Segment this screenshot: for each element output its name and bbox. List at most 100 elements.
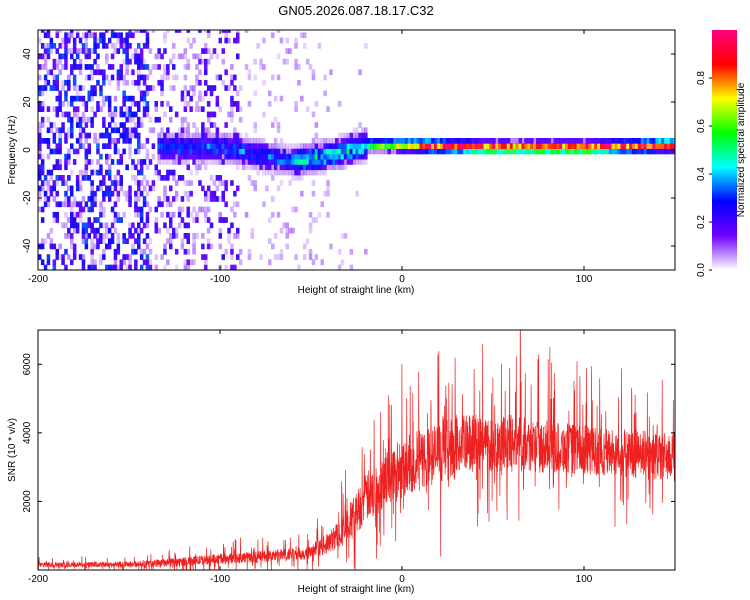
spectrogram-cell: [294, 206, 298, 213]
spectrogram-cell: [55, 143, 59, 149]
spectrogram-cell: [460, 138, 464, 144]
spectrogram-cell: [553, 148, 557, 155]
spectrogram-cell: [177, 132, 182, 139]
spectrogram-cell: [355, 190, 359, 197]
spectrogram-cell: [204, 196, 208, 202]
spectrogram-cell: [78, 217, 83, 223]
spectrogram-cell: [119, 64, 123, 70]
spectrogram-cell: [116, 79, 121, 86]
spectrogram-cell: [113, 227, 118, 234]
spectrogram-cell: [323, 164, 327, 171]
spectrogram-cell: [337, 264, 342, 270]
spectrogram-cell: [323, 148, 327, 155]
spectrogram-cell: [38, 169, 42, 176]
spectrogram-cell: [145, 148, 150, 155]
spectrogram-cell: [253, 127, 257, 134]
spectrogram-cell: [93, 264, 97, 270]
spectrogram-cell: [364, 127, 368, 134]
spectrogram-cell: [102, 222, 106, 229]
spectrogram-cell: [209, 132, 214, 139]
spectrogram-cell: [605, 138, 610, 144]
spectrogram-cell: [186, 101, 190, 107]
spectrogram-cell: [509, 148, 514, 155]
spectrogram-cell: [215, 175, 220, 181]
spectrogram-cell: [329, 143, 333, 149]
spectrogram-cell: [134, 248, 138, 255]
spectrogram-cell: [364, 132, 368, 139]
spectrogram-cell: [387, 148, 391, 155]
spectrogram-cell: [279, 180, 284, 186]
spectrogram-cell: [172, 159, 176, 165]
spectrogram-cell: [276, 127, 281, 134]
spectrogram-cell: [384, 143, 388, 149]
spectrogram-cell: [78, 138, 83, 144]
spectrogram-cell: [72, 159, 77, 165]
spectrogram-cell: [142, 58, 147, 65]
spectrogram-cell: [294, 254, 298, 260]
spectrogram-cell: [61, 201, 65, 208]
spectrogram-cell: [436, 143, 441, 149]
spectrogram-cell: [55, 74, 59, 81]
spectrogram-cell: [105, 159, 109, 165]
spectrogram-cell: [78, 143, 83, 149]
spectrogram-cell: [142, 30, 147, 33]
spectrogram-cell: [99, 180, 103, 186]
spectrogram-cell: [314, 101, 319, 107]
spectrogram-cell: [64, 159, 68, 165]
spectrogram-cell: [137, 30, 141, 33]
spectrogram-cell: [58, 43, 62, 49]
spectrogram-cell: [183, 95, 188, 102]
spectrogram-cell: [119, 185, 123, 192]
spectrogram-cell: [594, 138, 598, 144]
spectrogram-cell: [134, 264, 138, 270]
spectrogram-cell: [134, 132, 138, 139]
spectrogram-cell: [209, 222, 214, 229]
spectrogram-cell: [393, 143, 397, 149]
spectrogram-cell: [40, 180, 45, 186]
spectrogram-cell: [195, 153, 199, 160]
spectrogram-cell: [90, 106, 94, 112]
snr-y-tick-label: 4000: [22, 421, 33, 444]
spectrogram-cell: [206, 101, 211, 107]
spectrogram-cell: [166, 127, 170, 134]
spectrogram-cell: [102, 233, 106, 239]
spectrogram-cell: [70, 233, 74, 239]
spectrogram-cell: [236, 254, 240, 260]
spectrogram-cell: [55, 217, 59, 223]
spectrogram-cell: [419, 143, 423, 149]
spectrogram-cell: [346, 159, 351, 165]
spectrogram-cell: [253, 138, 257, 144]
spectrogram-cell: [160, 90, 164, 97]
spectrogram-cell: [655, 148, 659, 155]
spectrogram-cell: [230, 243, 234, 250]
spectrogram-cell: [664, 143, 668, 149]
spectrogram-cell: [352, 138, 356, 144]
spectrogram-cell: [52, 64, 57, 70]
spectrogram-cell: [282, 159, 287, 165]
spectrogram-y-tick-label: -40: [22, 238, 33, 253]
spectrogram-cell: [93, 138, 97, 144]
spectrogram-cell: [119, 259, 123, 266]
spectrogram-cell: [125, 58, 129, 65]
spectrogram-cell: [119, 111, 123, 118]
spectrogram-cell: [125, 138, 129, 144]
spectrogram-cell: [192, 217, 196, 223]
spectrogram-cell: [623, 138, 627, 144]
spectrogram-cell: [282, 164, 287, 171]
spectrogram-cell: [635, 138, 639, 144]
spectrogram-cell: [218, 148, 222, 155]
spectrogram-cell: [139, 248, 144, 255]
spectrogram-cell: [55, 95, 59, 102]
spectrogram-cell: [451, 143, 455, 149]
spectrogram-cell: [364, 148, 368, 155]
spectrogram-cell: [218, 153, 222, 160]
spectrogram-cell: [291, 227, 295, 234]
spectrogram-cell: [204, 153, 208, 160]
spectrogram-cell: [105, 264, 109, 270]
spectrogram-cell: [195, 138, 199, 144]
spectrogram-cell: [189, 153, 193, 160]
spectrogram-cell: [332, 148, 336, 155]
spectrogram-cell: [390, 143, 394, 149]
spectrogram-cell: [672, 143, 675, 149]
spectrogram-cell: [262, 37, 266, 44]
